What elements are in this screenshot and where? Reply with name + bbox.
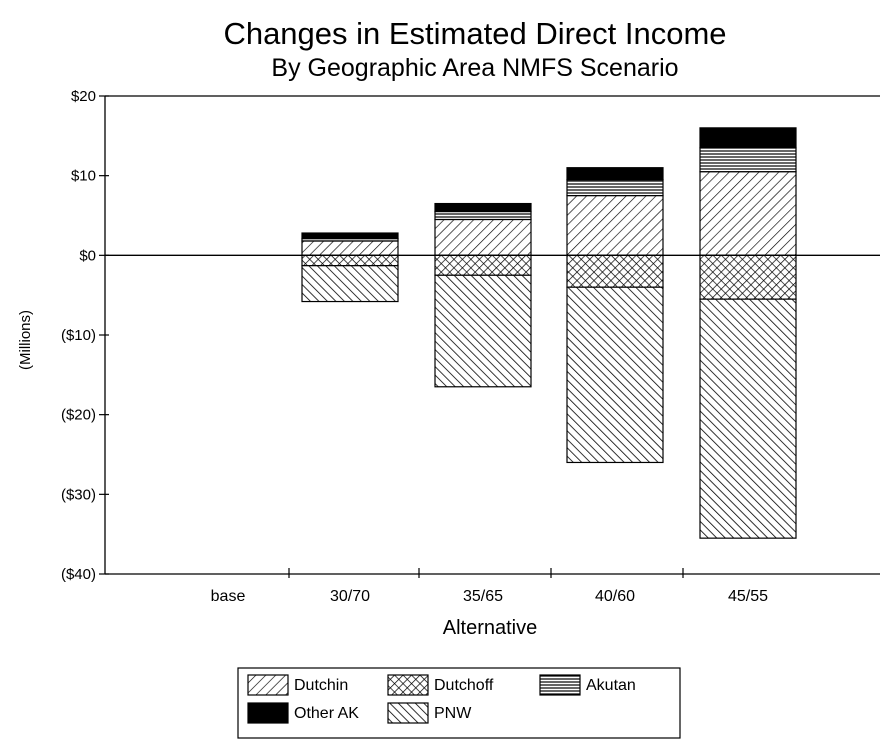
bar-pnw-45-55 <box>700 299 796 538</box>
legend-swatch-akutan <box>540 675 580 695</box>
legend: Dutchin Dutchoff Akutan Other AK PNW <box>238 668 680 738</box>
legend-swatch-other-ak <box>248 703 288 723</box>
x-axis-title: Alternative <box>443 617 538 639</box>
x-tick-label: 40/60 <box>595 588 635 605</box>
bar-dutchoff-45-55 <box>700 255 796 299</box>
bar-dutchin-30-70 <box>302 241 398 255</box>
legend-label-pnw: PNW <box>434 705 472 722</box>
bar-akutan-40-60 <box>567 180 663 196</box>
legend-swatch-dutchin <box>248 675 288 695</box>
x-tick-label: 45/55 <box>728 588 768 605</box>
x-tick-label: 35/65 <box>463 588 503 605</box>
bar-pnw-35-65 <box>435 275 531 387</box>
y-tick-label: $0 <box>79 247 96 264</box>
legend-label-akutan: Akutan <box>586 677 636 694</box>
bar-pnw-30-70 <box>302 266 398 302</box>
bar-dutchin-45-55 <box>700 172 796 256</box>
y-tick-label: $20 <box>71 88 96 105</box>
y-tick-label: $10 <box>71 168 96 185</box>
legend-label-dutchoff: Dutchoff <box>434 677 494 694</box>
y-axis-title: (Millions) <box>17 310 34 370</box>
bar-dutchoff-35-65 <box>435 255 531 275</box>
bar-dutchin-35-65 <box>435 219 531 255</box>
bar-other-ak-40-60 <box>567 168 663 180</box>
bar-akutan-35-65 <box>435 212 531 220</box>
plot-area: $20 $10 $0 ($10) ($20) ($30) ($40) base 30/70 35/… <box>61 88 880 605</box>
legend-label-dutchin: Dutchin <box>294 677 348 694</box>
y-tick-label: ($10) <box>61 327 96 344</box>
bar-pnw-40-60 <box>567 287 663 462</box>
legend-swatch-pnw <box>388 703 428 723</box>
bar-other-ak-35-65 <box>435 204 531 212</box>
y-tick-label: ($30) <box>61 486 96 503</box>
bar-dutchin-40-60 <box>567 196 663 256</box>
chart-subtitle: By Geographic Area NMFS Scenario <box>271 54 678 82</box>
legend-label-other-ak: Other AK <box>294 705 359 722</box>
chart-title: Changes in Estimated Direct Income <box>223 16 726 51</box>
x-tick-label: 30/70 <box>330 588 370 605</box>
bar-other-ak-45-55 <box>700 128 796 148</box>
bar-dutchoff-40-60 <box>567 255 663 287</box>
y-tick-label: ($40) <box>61 566 96 583</box>
bar-dutchoff-30-70 <box>302 255 398 265</box>
y-tick-label: ($20) <box>61 407 96 424</box>
x-tick-label: base <box>211 588 246 605</box>
legend-swatch-dutchoff <box>388 675 428 695</box>
bar-akutan-45-55 <box>700 148 796 172</box>
bar-other-ak-30-70 <box>302 233 398 239</box>
